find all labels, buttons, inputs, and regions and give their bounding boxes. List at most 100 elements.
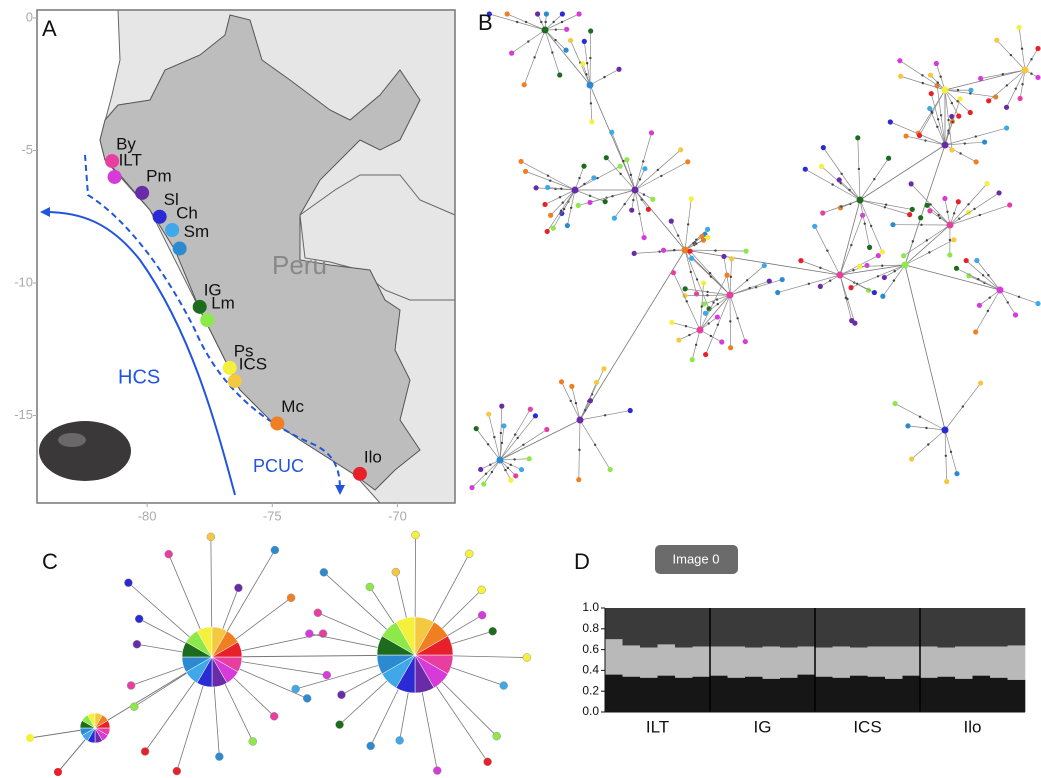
network-node <box>837 177 842 182</box>
x-tick-label: ILT <box>646 717 669 736</box>
network-node <box>690 357 695 362</box>
bar-segment <box>605 639 623 674</box>
network-node <box>701 305 703 307</box>
network-node <box>905 423 910 428</box>
network-node <box>563 208 565 210</box>
bar-segment <box>868 646 886 676</box>
network-node <box>1004 125 1009 130</box>
network-node <box>642 160 644 162</box>
network-node <box>767 278 772 283</box>
network-node <box>695 242 697 244</box>
network-node <box>710 275 712 277</box>
network-node <box>596 177 598 179</box>
network-node <box>689 256 694 261</box>
network-node <box>485 473 487 475</box>
bar-segment <box>973 676 991 712</box>
network-node <box>658 251 660 253</box>
bar-segment <box>833 678 851 712</box>
network-node <box>819 164 824 169</box>
network-node <box>560 210 562 212</box>
bar-segment <box>973 608 991 646</box>
network-node <box>864 263 869 268</box>
network-node <box>560 11 565 16</box>
network-node <box>642 166 647 171</box>
bar-segment <box>710 676 728 712</box>
network-node <box>589 195 591 197</box>
network-node <box>775 290 780 295</box>
network-node <box>568 38 573 43</box>
network-node <box>918 215 923 220</box>
bar-segment <box>920 678 938 712</box>
network-node <box>715 314 720 319</box>
network-node <box>979 214 981 216</box>
current-label: PCUC <box>253 456 304 476</box>
network-node <box>493 436 495 438</box>
network-node <box>130 703 138 711</box>
network-node <box>705 227 710 232</box>
panel-label: C <box>42 549 58 574</box>
network-node <box>641 235 646 240</box>
network-node <box>954 471 959 476</box>
bar-segment <box>745 648 763 677</box>
network-node <box>527 456 532 461</box>
network-node <box>629 208 634 213</box>
network-node <box>583 183 585 185</box>
network-node <box>1030 58 1032 60</box>
network-node <box>545 185 550 190</box>
network-node <box>604 155 609 160</box>
structure-plot: 0.00.20.40.60.81.0ILTIGICSIlo <box>582 600 1025 736</box>
network-node <box>954 266 959 271</box>
network-node <box>518 159 523 164</box>
figure: A Peru HCS PCUC -80-75-700-5-10-15ByILTP… <box>0 0 1041 778</box>
bar-segment <box>605 608 623 639</box>
network-b <box>469 11 1040 490</box>
bar-segment <box>903 646 921 675</box>
network-node <box>707 322 709 324</box>
network-node <box>673 249 675 251</box>
network-node <box>897 58 902 63</box>
network-edge <box>580 250 685 420</box>
network-node <box>314 609 322 617</box>
network-node <box>724 273 729 278</box>
network-node <box>1013 312 1018 317</box>
bar-segment <box>850 608 868 648</box>
network-node <box>746 279 748 281</box>
network-node <box>706 291 708 293</box>
network-edge <box>840 200 860 275</box>
site-marker <box>223 361 237 375</box>
network-node <box>729 256 734 261</box>
bar-segment <box>780 608 798 648</box>
network-node <box>522 444 524 446</box>
network-hub <box>632 187 639 194</box>
network-node <box>500 682 508 690</box>
network-node <box>392 568 400 576</box>
network-node <box>1002 73 1004 75</box>
bar-segment <box>693 677 711 712</box>
network-node <box>848 285 853 290</box>
network-node <box>270 712 278 720</box>
network-node <box>864 222 866 224</box>
network-node <box>1006 84 1008 86</box>
network-node <box>623 203 625 205</box>
network-node <box>608 467 613 472</box>
network-node <box>535 11 540 16</box>
network-node <box>973 329 978 334</box>
network-node <box>628 408 633 413</box>
network-node <box>677 234 679 236</box>
network-node <box>249 737 257 745</box>
site-label: Mc <box>281 397 304 416</box>
network-node <box>513 473 518 478</box>
y-tick-label: -10 <box>14 274 33 289</box>
network-node <box>696 278 698 280</box>
network-node <box>929 203 931 205</box>
network-node <box>603 76 605 78</box>
network-node <box>639 178 641 180</box>
network-node <box>880 294 885 299</box>
network-node <box>433 767 441 775</box>
network-node <box>964 258 969 263</box>
bar-segment <box>623 645 641 676</box>
network-node <box>578 449 580 451</box>
bar-segment <box>920 608 938 646</box>
network-node <box>927 443 929 445</box>
network-node <box>940 114 942 116</box>
